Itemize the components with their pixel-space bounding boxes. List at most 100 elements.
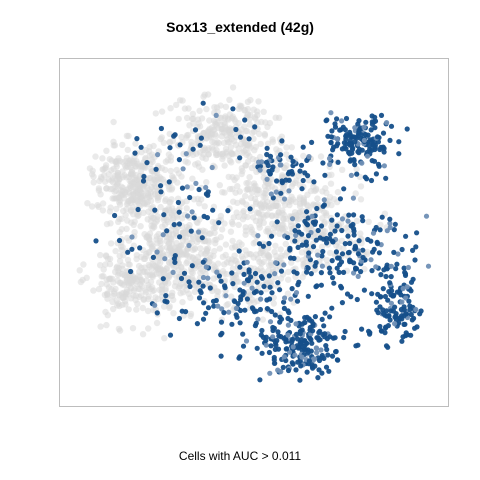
cell-point-blue — [254, 279, 260, 285]
cell-point-blue — [275, 367, 281, 373]
cell-point-grey — [244, 111, 251, 119]
cell-point-blue — [286, 188, 292, 194]
cell-point-blue — [388, 123, 395, 129]
cell-point-grey — [272, 242, 279, 249]
cell-point-grey — [229, 84, 237, 91]
cell-point-blue — [272, 340, 279, 346]
cell-point-blue — [249, 285, 255, 291]
cell-point-grey — [92, 153, 99, 160]
cell-point-grey — [197, 269, 204, 276]
cell-point-blue — [257, 306, 263, 313]
cell-point-grey — [295, 172, 302, 179]
cell-point-blue — [155, 152, 161, 158]
cell-point-blue — [134, 136, 140, 142]
cell-point-grey — [145, 293, 152, 300]
cell-point-blue — [350, 195, 356, 201]
cell-point-grey — [191, 281, 198, 289]
cell-point-grey — [258, 118, 265, 126]
cell-point-grey — [128, 159, 135, 166]
cell-point-blue — [285, 322, 291, 328]
cell-point-blue — [129, 234, 135, 240]
cell-point-blue — [288, 255, 294, 261]
cell-point-grey — [222, 113, 229, 120]
cell-point-blue — [385, 297, 391, 303]
cell-point-blue — [230, 281, 236, 287]
cell-point-grey — [178, 133, 185, 141]
cell-point-blue — [161, 212, 167, 218]
cell-point-grey — [165, 239, 173, 246]
cell-point-grey — [203, 134, 210, 142]
cell-point-blue — [237, 307, 244, 314]
cell-point-blue — [375, 310, 381, 316]
cell-point-grey — [219, 226, 226, 233]
cell-point-grey — [265, 251, 272, 259]
cell-point-blue — [352, 125, 358, 131]
cell-point-blue — [403, 330, 409, 336]
cell-point-grey — [203, 245, 210, 253]
cell-point-blue — [351, 232, 357, 238]
cell-point-blue — [356, 150, 362, 156]
cell-point-grey — [219, 129, 226, 136]
cell-point-grey — [321, 228, 328, 235]
cell-point-blue — [329, 128, 335, 134]
cell-point-blue — [345, 250, 351, 256]
cell-point-blue — [150, 254, 156, 260]
cell-point-blue — [351, 212, 357, 218]
cell-point-grey — [260, 219, 267, 226]
cell-point-grey — [191, 288, 199, 295]
cell-point-grey — [126, 198, 133, 205]
cell-point-blue — [205, 305, 212, 311]
cell-point-grey — [189, 175, 196, 182]
cell-point-grey — [326, 194, 334, 201]
cell-point-grey — [154, 258, 161, 266]
cell-point-blue — [268, 343, 274, 349]
cell-point-blue — [319, 370, 325, 376]
cell-point-blue — [283, 346, 289, 352]
cell-point-grey — [186, 122, 193, 129]
cell-point-grey — [171, 264, 178, 271]
cell-point-blue — [392, 314, 398, 320]
cell-point-grey — [300, 152, 307, 160]
cell-point-blue — [379, 328, 385, 334]
cell-point-grey — [209, 218, 217, 226]
cell-point-blue — [355, 251, 361, 257]
cell-point-blue — [278, 152, 284, 158]
cell-point-blue — [392, 221, 398, 227]
cell-point-grey — [141, 255, 149, 262]
cell-point-grey — [166, 139, 173, 146]
cell-point-blue — [281, 305, 287, 311]
cell-point-grey — [261, 130, 268, 138]
cell-point-grey — [232, 118, 239, 125]
cell-point-blue — [408, 332, 414, 338]
cell-point-grey — [266, 205, 273, 212]
cell-point-grey — [183, 205, 190, 212]
cell-point-blue — [207, 285, 213, 291]
cell-point-grey — [97, 251, 104, 259]
cell-point-grey — [240, 207, 247, 215]
cell-point-blue — [267, 284, 273, 290]
cell-point-grey — [113, 158, 121, 165]
cell-point-blue — [314, 283, 320, 289]
cell-point-grey — [106, 275, 113, 283]
cell-point-blue — [388, 300, 394, 306]
cell-point-blue — [213, 112, 219, 118]
cell-point-blue — [409, 317, 415, 323]
cell-point-blue — [269, 233, 275, 239]
cell-point-blue — [201, 300, 207, 306]
cell-point-blue — [272, 312, 278, 318]
cell-point-blue — [283, 177, 289, 183]
cell-point-blue — [305, 349, 311, 355]
cell-point-grey — [128, 219, 135, 226]
cell-point-grey — [217, 102, 224, 109]
cell-point-blue — [391, 249, 397, 255]
cell-point-blue — [342, 127, 348, 133]
cell-point-blue — [237, 134, 244, 140]
cell-point-grey — [151, 223, 158, 231]
cell-point-blue — [339, 227, 345, 234]
cell-point-blue — [347, 151, 353, 157]
cell-point-grey — [213, 151, 220, 159]
cell-point-blue — [349, 147, 355, 153]
cell-point-blue — [361, 124, 367, 130]
cell-point-blue — [214, 269, 220, 275]
cell-point-blue — [259, 327, 265, 334]
